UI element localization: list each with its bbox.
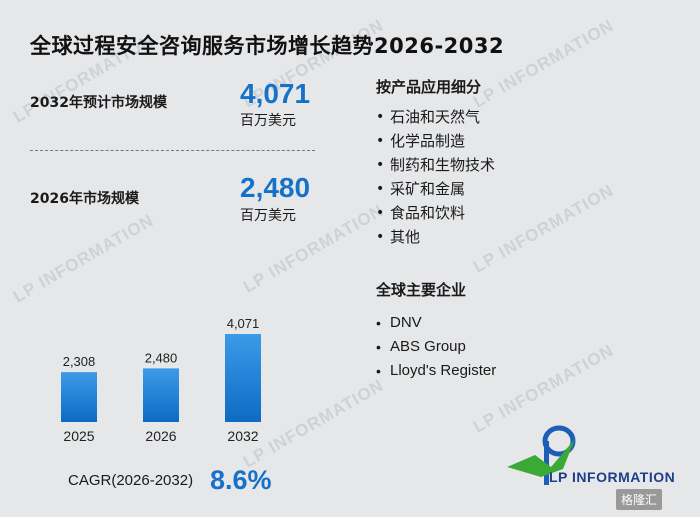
bar-2032: [225, 334, 261, 422]
list-item: 其他: [376, 227, 495, 251]
stat-value-2032: 4,071: [240, 78, 311, 109]
companies-list: DNV ABS Group Lloyd's Register: [376, 313, 496, 385]
bar-2025: [61, 372, 97, 422]
list-item: ABS Group: [376, 337, 496, 361]
data-label: 4,071: [227, 316, 260, 331]
cagr-label: CAGR(2026-2032): [68, 472, 194, 489]
x-tick-label: 2026: [145, 428, 176, 444]
logo-text: LP INFORMATION: [549, 469, 676, 485]
stat-value-2026: 2,480: [240, 172, 311, 203]
stat-unit-2032: 百万美元: [240, 113, 296, 129]
stat-label-2032: 2032年预计市场规模: [30, 95, 167, 111]
stat-unit-2026: 百万美元: [240, 208, 296, 224]
x-tick-label: 2025: [63, 428, 94, 444]
watermark: LP INFORMATION: [10, 210, 158, 307]
segments-heading: 按产品应用细分: [376, 78, 482, 96]
list-item: 制药和生物技术: [376, 155, 495, 179]
companies-heading: 全球主要企业: [376, 281, 467, 299]
bar-2026: [143, 368, 179, 422]
list-item: Lloyd's Register: [376, 361, 496, 385]
list-item: 化学品制造: [376, 131, 495, 155]
list-item: 采矿和金属: [376, 179, 495, 203]
list-item: DNV: [376, 313, 496, 337]
bar-chart: 2,308 2025 2,480 2026 4,071 2032: [61, 316, 261, 444]
list-item: 石油和天然气: [376, 107, 495, 131]
segments-list: 石油和天然气 化学品制造 制药和生物技术 采矿和金属 食品和饮料 其他: [376, 107, 495, 251]
x-tick-label: 2032: [227, 428, 258, 444]
divider: [30, 150, 315, 151]
stat-label-2026: 2026年市场规模: [30, 191, 139, 207]
list-item: 食品和饮料: [376, 203, 495, 227]
cagr-value: 8.6%: [210, 465, 272, 495]
source-badge: 格隆汇: [616, 489, 663, 510]
data-label: 2,480: [145, 350, 178, 365]
page-title: 全球过程安全咨询服务市场增长趋势2026-2032: [30, 34, 505, 58]
data-label: 2,308: [63, 354, 96, 369]
lp-logo: [507, 425, 576, 485]
